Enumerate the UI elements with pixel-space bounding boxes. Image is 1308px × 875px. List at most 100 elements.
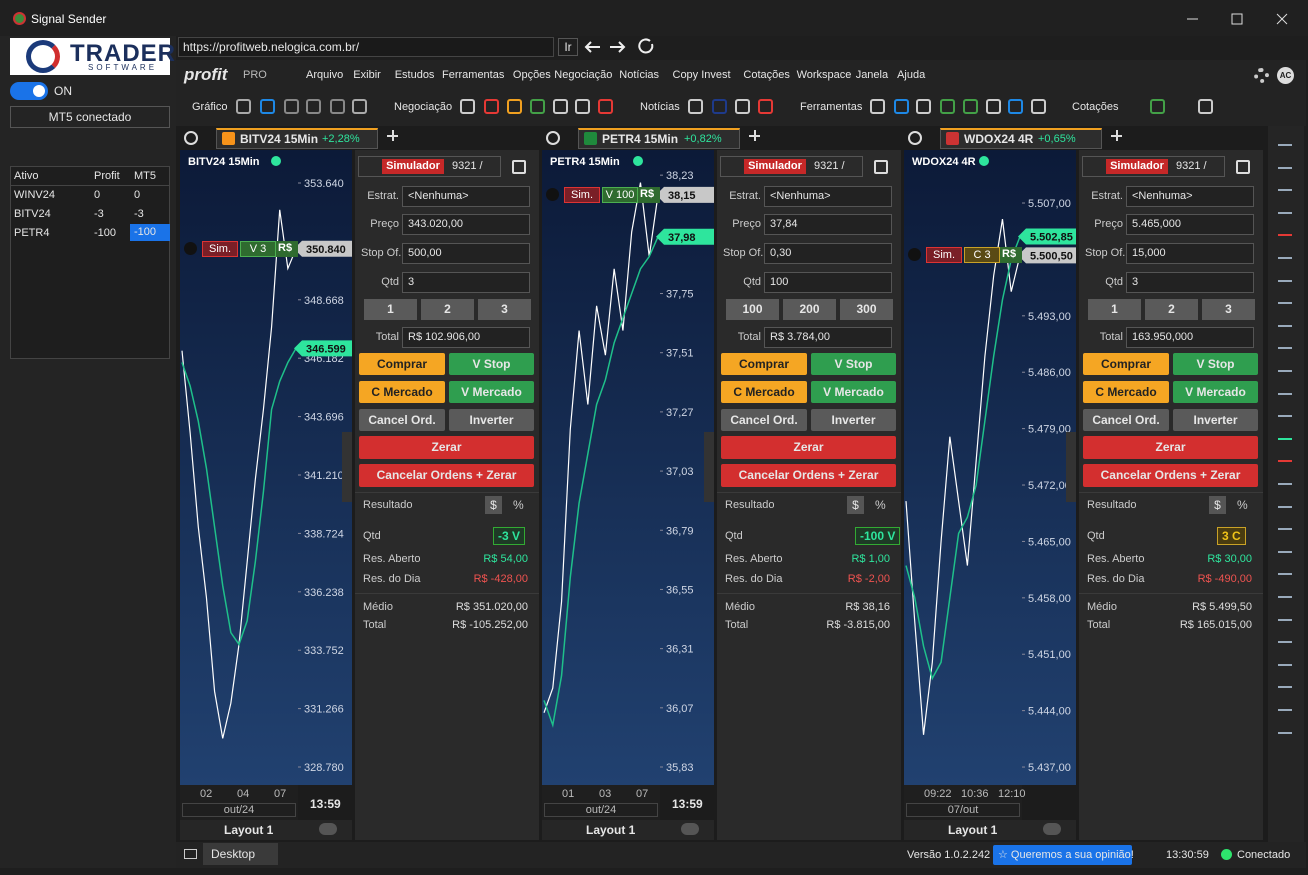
toolbar-label[interactable]: Cotações [1072,101,1119,113]
drawing-tool[interactable] [1278,471,1292,485]
toolbar-icon[interactable] [284,99,299,114]
drawing-tool[interactable] [1278,290,1292,305]
order-button[interactable]: Cancel Ord. [721,409,807,431]
drawing-tool[interactable] [1278,403,1292,418]
order-button[interactable]: Zerar [359,436,534,459]
lock-icon[interactable] [1236,160,1250,174]
layout-label[interactable]: Layout 1 [224,823,274,837]
toolbar-icon[interactable] [1150,99,1165,114]
toolbar-icon[interactable] [712,99,727,114]
toolbar-icon[interactable] [963,99,978,114]
field-input[interactable]: R$ 3.784,00 [764,327,892,348]
layout-label[interactable]: Layout 1 [586,823,636,837]
field-input[interactable]: 15,000 [1126,243,1254,264]
order-button[interactable]: Zerar [1083,436,1258,459]
drawing-tool[interactable] [1278,494,1292,508]
order-button[interactable]: Cancelar Ordens + Zerar [1083,464,1258,487]
layout-toggle[interactable] [681,823,699,835]
layout-toggle[interactable] [319,823,337,835]
order-button[interactable]: V Mercado [449,381,534,403]
toolbar-icon[interactable] [735,99,750,114]
toolbar-icon[interactable] [306,99,321,114]
mode-box[interactable] [720,156,863,177]
quick-qty[interactable]: 200 [783,299,836,320]
drawing-tool[interactable] [1278,607,1292,621]
menu-item[interactable]: Notícias [619,69,660,81]
field-input[interactable]: 0,30 [764,243,892,264]
collapse-handle[interactable] [704,432,714,502]
menu-item[interactable]: Exibir [353,69,381,81]
drawing-tool[interactable] [1278,381,1292,395]
go-button[interactable]: Ir [558,38,578,56]
drawing-tool[interactable] [1278,200,1292,214]
toolbar-icon[interactable] [598,99,613,114]
menu-item[interactable]: Workspace [796,69,852,81]
toolbar-icon[interactable] [484,99,499,114]
layout-label[interactable]: Layout 1 [948,823,998,837]
drawing-tool[interactable] [1278,335,1292,350]
field-input[interactable]: R$ 102.906,00 [402,327,530,348]
drawing-tool[interactable] [1278,516,1292,531]
drawing-tool[interactable] [1278,155,1292,169]
order-button[interactable]: Cancelar Ordens + Zerar [359,464,534,487]
field-input[interactable]: 37,84 [764,214,892,235]
order-button[interactable]: Inverter [1173,409,1258,431]
drawing-tool[interactable] [1278,561,1292,576]
mode-box[interactable] [358,156,501,177]
layout-toggle[interactable] [1043,823,1061,835]
menu-item[interactable]: Estudos [394,69,435,81]
mode-box[interactable] [1082,156,1225,177]
menu-item[interactable]: Cotações [743,69,790,81]
field-input[interactable]: 500,00 [402,243,530,264]
order-button[interactable]: Inverter [811,409,896,431]
drawing-tool[interactable] [1278,313,1292,327]
field-input[interactable]: 343.020,00 [402,214,530,235]
lock-icon[interactable] [512,160,526,174]
settings-icon[interactable] [1254,68,1269,83]
toolbar-icon[interactable] [507,99,522,114]
quick-qty[interactable]: 3 [1202,299,1255,320]
order-button[interactable]: Inverter [449,409,534,431]
quick-qty[interactable]: 300 [840,299,893,320]
tab-clock[interactable] [184,131,198,145]
quick-qty[interactable]: 2 [1145,299,1198,320]
lock-icon[interactable] [874,160,888,174]
toolbar-icon[interactable] [260,99,275,114]
field-input[interactable]: 163.950,000 [1126,327,1254,348]
toolbar-icon[interactable] [236,99,251,114]
window-controls[interactable] [1180,10,1295,28]
order-button[interactable]: Cancelar Ordens + Zerar [721,464,896,487]
order-button[interactable]: Comprar [1083,353,1169,375]
order-button[interactable]: Comprar [359,353,445,375]
field-input[interactable]: 100 [764,272,892,293]
avatar[interactable]: AC [1277,67,1294,84]
drawing-tool[interactable] [1278,539,1292,553]
toolbar-label[interactable]: Gráfico [192,101,228,113]
drawing-tool[interactable] [1278,584,1292,598]
toolbar-icon[interactable] [460,99,475,114]
menu-item[interactable]: Negociação [554,69,613,81]
field-input[interactable]: 3 [402,272,530,293]
nav-buttons[interactable] [582,37,662,57]
price-chart[interactable]: WDOX24 4R 5.507,00 5.493,00 5.486,00 5.479,0… [904,150,1076,785]
toolbar-icon[interactable] [688,99,703,114]
drawing-tool[interactable] [1278,358,1292,372]
feedback-button[interactable]: ☆ Queremos a sua opinião! [993,845,1134,865]
toolbar-icon[interactable] [530,99,545,114]
order-button[interactable]: V Stop [811,353,896,375]
drawing-tool[interactable] [1278,652,1292,666]
percent-toggle[interactable]: % [1237,498,1248,512]
field-input[interactable]: 3 [1126,272,1254,293]
order-button[interactable]: Comprar [721,353,807,375]
toolbar-icon[interactable] [870,99,885,114]
order-button[interactable]: Cancel Ord. [1083,409,1169,431]
toolbar-icon[interactable] [894,99,909,114]
currency-toggle[interactable]: $ [847,496,864,514]
order-button[interactable]: C Mercado [1083,381,1169,403]
percent-toggle[interactable]: % [875,498,886,512]
tab[interactable] [940,128,1102,149]
url-bar[interactable]: https://profitweb.nelogica.com.br/ [178,37,554,57]
desktop-tab[interactable]: Desktop [203,843,278,865]
field-input[interactable]: 5.465,000 [1126,214,1254,235]
toolbar-icon[interactable] [916,99,931,114]
